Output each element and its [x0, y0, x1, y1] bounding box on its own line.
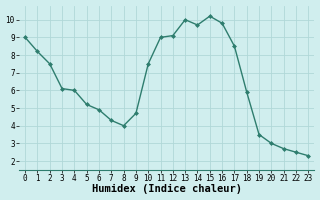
- X-axis label: Humidex (Indice chaleur): Humidex (Indice chaleur): [92, 184, 242, 194]
